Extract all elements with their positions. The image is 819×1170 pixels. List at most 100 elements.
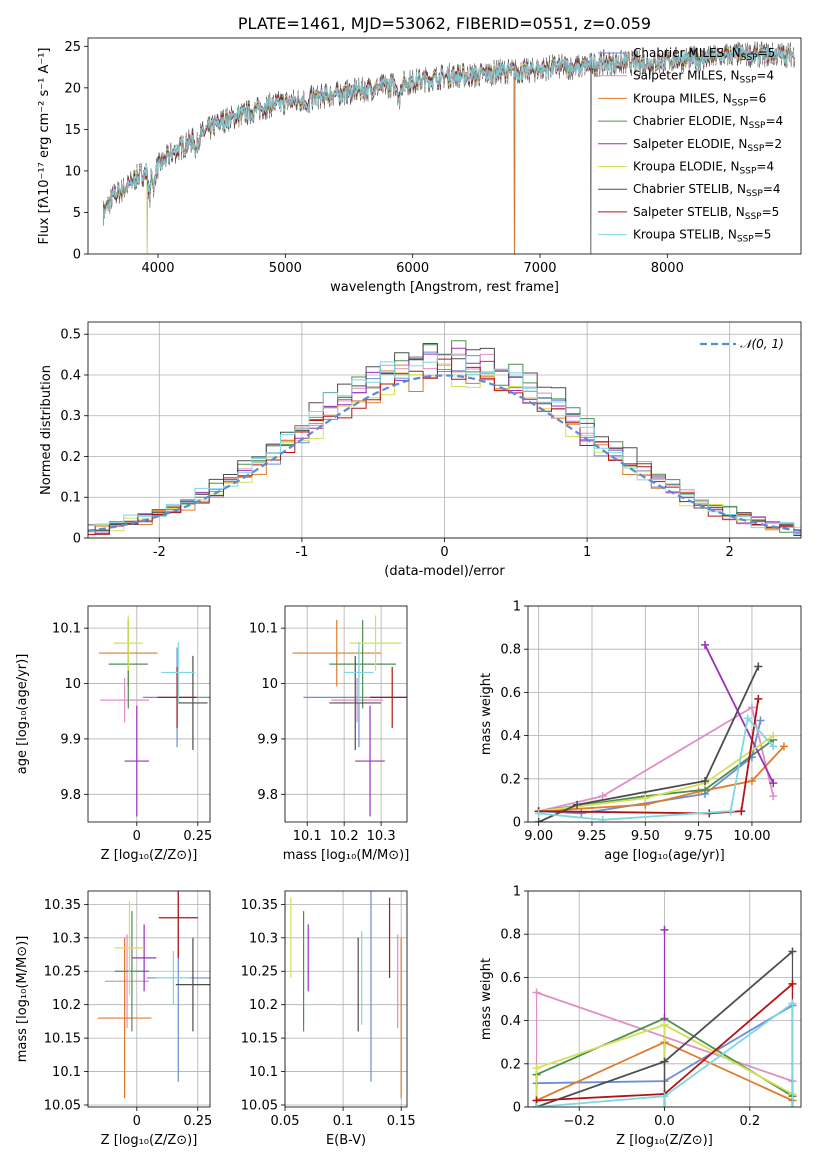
weight-marker <box>641 794 650 803</box>
weight-marker <box>532 988 541 997</box>
plot-area-residuals <box>88 340 801 536</box>
y-tick-label: 1 <box>513 885 521 900</box>
panel-mass-vs-EBV: 0.05 0.1 0.15 10.05 10.1 10.15 10.2 10.25 10.3 10… <box>241 890 416 1148</box>
point-kroupa-miles <box>292 619 382 687</box>
legend-nssp-symbol: , N <box>720 228 737 242</box>
point-salpeter-stelib <box>158 891 198 958</box>
y-tick-label: 9.8 <box>60 788 81 803</box>
y-tick-label: 0.2 <box>500 772 521 787</box>
chart-title: PLATE=1461, MJD=53062, FIBERID=0551, z=0… <box>238 14 651 33</box>
legend-nssp-subscript: SSP <box>746 189 763 199</box>
point-kroupa-elodie <box>113 615 143 671</box>
point-salpeter-miles <box>105 934 149 1029</box>
x-axis-label: Z [log₁₀(Z/Z⊙)] <box>616 1133 713 1148</box>
y-tick-label: 10.15 <box>44 1032 81 1047</box>
panel-mass-vs-Z: 0 0.25 10.05 10.1 10.15 10.2 10.25 10.3 10.35 Z [… <box>15 890 212 1148</box>
x-tick-label: 0.0 <box>654 1114 675 1129</box>
plot-area-weight-vs-age <box>534 640 788 822</box>
legend-nssp-subscript: SSP <box>745 212 762 222</box>
x-axis-label: E(B-V) <box>326 1133 366 1148</box>
model-line-kroupa-stelib <box>102 45 795 222</box>
weight-marker <box>577 809 586 818</box>
weight-marker <box>747 776 756 785</box>
y-tick-label: 10.2 <box>249 998 278 1013</box>
legend-nssp-value: = <box>754 228 764 242</box>
y-axis-label: age [log₁₀(age/yr)] <box>15 654 30 775</box>
axes-frame <box>87 321 802 539</box>
legend-nssp-subscript: SSP <box>732 98 749 108</box>
y-tick-label: 0.4 <box>60 368 81 383</box>
legend-nssp-count: 6 <box>759 91 767 105</box>
y-axis-label: mass [log₁₀(M/M⊙)] <box>15 936 30 1063</box>
legend-name: Salpeter ELODIE <box>633 137 731 151</box>
x-tick-label: 0.15 <box>387 1114 416 1129</box>
legend-nssp-symbol: , N <box>732 114 749 128</box>
x-tick-label: 10.3 <box>367 829 396 844</box>
y-tick-label: 10.1 <box>52 622 81 637</box>
y-tick-label: 0.5 <box>60 328 81 343</box>
legend-name: Chabrier STELIB <box>633 182 729 196</box>
weight-line <box>538 734 774 813</box>
x-tick-label: 7000 <box>523 261 556 276</box>
weight-marker <box>769 779 778 788</box>
legend-entry-chabrier-miles: Chabrier MILES, NSSP=5 <box>633 46 775 63</box>
legend-nssp-symbol: , N <box>723 160 740 174</box>
x-tick-label: 9.75 <box>684 829 713 844</box>
legend-nssp-count: 5 <box>764 228 772 242</box>
legend-name: Kroupa MILES <box>633 91 715 105</box>
axes-frame <box>527 890 802 1108</box>
point-salpeter-miles <box>100 678 149 723</box>
plot-area-weight-vs-Z <box>532 925 797 1107</box>
x-axis-label: Z [log₁₀(Z/Z⊙)] <box>101 1133 198 1148</box>
y-axis-label: mass weight <box>479 673 494 755</box>
axes-frame <box>284 605 408 823</box>
weight-marker <box>769 742 778 751</box>
point-chabrier-stelib <box>329 655 382 750</box>
legend-name: Kroupa ELODIE <box>633 160 723 174</box>
y-axis-label: mass weight <box>479 958 494 1040</box>
legend-nssp-value: = <box>756 160 766 174</box>
point-chabrier-stelib <box>175 937 210 1032</box>
weights-kroupa-stelib <box>534 714 778 822</box>
panel-residuals: -2 -1 0 1 2 0 0.1 0.2 0.3 0.4 0.5 (data-model)/erro… <box>39 321 802 579</box>
legend-entry-salpeter-elodie: Salpeter ELODIE, NSSP=2 <box>633 137 782 154</box>
plot-area-mass-vs-EBV <box>290 891 402 1099</box>
y-tick-label: 10.1 <box>52 1065 81 1080</box>
x-tick-label: 10.00 <box>733 829 770 844</box>
y-tick-label: 0.3 <box>60 409 81 424</box>
weight-marker <box>532 1103 541 1107</box>
y-tick-label: 10.2 <box>52 998 81 1013</box>
x-tick-label: 0 <box>133 829 141 844</box>
x-tick-label: 1 <box>583 545 591 560</box>
y-tick-label: 0 <box>73 248 81 263</box>
y-tick-label: 10.25 <box>241 965 278 980</box>
legend-entry-normal: 𝒩(0, 1) <box>740 337 784 351</box>
point-kroupa-stelib <box>344 642 374 703</box>
weight-marker <box>756 716 765 725</box>
y-tick-label: 10.1 <box>249 622 278 637</box>
axes-frame <box>87 37 802 255</box>
weight-line <box>538 706 775 813</box>
y-tick-label: 0.1 <box>60 491 81 506</box>
y-tick-label: 10.3 <box>249 931 278 946</box>
y-tick-label: 9.8 <box>257 788 278 803</box>
x-tick-label: 0.05 <box>271 1114 300 1129</box>
y-tick-label: 0.2 <box>60 450 81 465</box>
legend-name: Salpeter STELIB <box>633 205 728 219</box>
legend-nssp-subscript: SSP <box>741 53 758 63</box>
x-tick-label: 8000 <box>651 261 684 276</box>
weight-marker <box>769 731 778 740</box>
y-tick-label: 1 <box>513 600 521 615</box>
y-tick-label: 10.05 <box>44 1098 81 1113</box>
x-tick-label: -2 <box>153 545 166 560</box>
axes-frame <box>87 605 211 823</box>
panel-weight-vs-Z: −0.2 0.0 0.2 0 0.2 0.4 0.6 0.8 1 Z [log₁₀(Z/Z⊙)] m… <box>479 885 802 1148</box>
x-tick-label: 6000 <box>396 261 429 276</box>
point-kroupa-stelib <box>161 642 196 703</box>
legend-nssp-symbol: , N <box>731 137 748 151</box>
plot-area-age-vs-mass <box>292 615 407 817</box>
weight-marker <box>779 742 788 751</box>
x-axis-label: (data-model)/error <box>384 564 505 579</box>
